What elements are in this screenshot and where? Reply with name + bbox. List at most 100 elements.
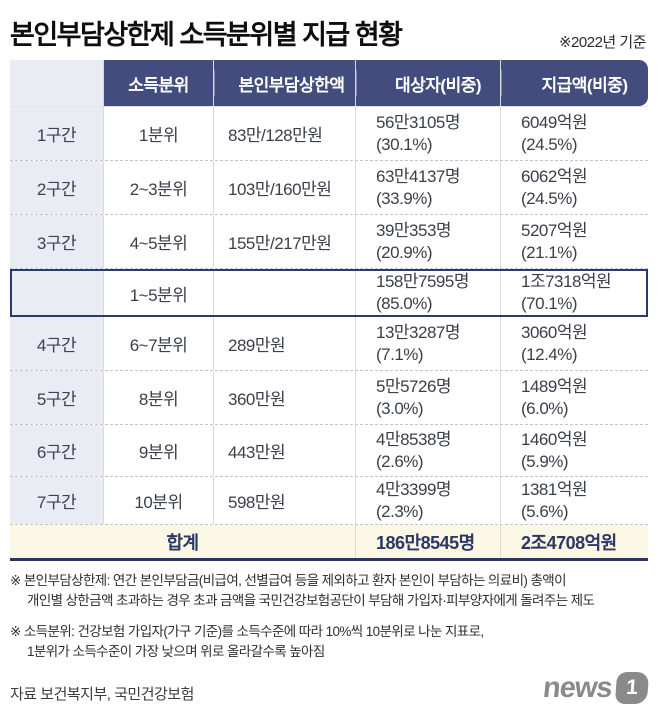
table-row-subtotal-highlight: 1~5분위 158만7595명 (85.0%) 1조7318억원 (70.1%) bbox=[10, 269, 648, 317]
recipients-value: 39만353명 bbox=[376, 220, 452, 240]
total-amount: 2조4708억원 bbox=[500, 525, 648, 558]
amount-value: 3060억원 bbox=[521, 322, 588, 342]
footnote-line: ※ 소득분위: 건강보험 가입자(가구 기준)를 소득수준에 따라 10%씩 1… bbox=[10, 624, 484, 639]
total-label: 합계 bbox=[166, 532, 199, 553]
total-recipients: 186만8545명 bbox=[355, 525, 500, 558]
cell-decile: 2~3분위 bbox=[103, 161, 213, 214]
cell-section: 2구간 bbox=[10, 161, 103, 214]
amount-pct: (6.0%) bbox=[521, 398, 569, 418]
amount-value: 1조7318억원 bbox=[521, 272, 612, 291]
cell-section: 3구간 bbox=[10, 215, 103, 268]
cell-decile: 1분위 bbox=[103, 107, 213, 160]
recipients-pct: (20.9%) bbox=[376, 242, 433, 262]
amount-value: 5207억원 bbox=[521, 220, 588, 240]
table-row: 6구간 9분위 443만원 4만8538명 (2.6%) 1460억원 (5.9%) bbox=[10, 425, 648, 477]
cell-amount: 1381억원 (5.6%) bbox=[500, 477, 648, 524]
cell-ceiling: 598만원 bbox=[213, 477, 355, 524]
recipients-pct: (2.3%) bbox=[376, 501, 424, 521]
amount-pct: (5.9%) bbox=[521, 451, 569, 471]
cell-section: 5구간 bbox=[10, 371, 103, 424]
cell-ceiling: 360만원 bbox=[213, 371, 355, 424]
cell-ceiling: 155만/217만원 bbox=[213, 215, 355, 268]
news1-logo-text: news bbox=[541, 671, 614, 704]
cell-ceiling: 103만/160만원 bbox=[213, 161, 355, 214]
cell-decile: 4~5분위 bbox=[103, 215, 213, 268]
cell-decile: 8분위 bbox=[103, 371, 213, 424]
cell-recipients: 4만3399명 (2.3%) bbox=[355, 477, 500, 524]
table-row: 4구간 6~7분위 289만원 13만3287명 (7.1%) 3060억원 (12… bbox=[10, 317, 648, 371]
footnote-line: 1분위가 소득수준이 가장 낮으며 위로 올라갈수록 높아짐 bbox=[27, 644, 325, 659]
amount-value: 1460억원 bbox=[521, 429, 588, 449]
table-row: 7구간 10분위 598만원 4만3399명 (2.3%) 1381억원 (5.6%… bbox=[10, 477, 648, 525]
recipients-pct: (85.0%) bbox=[376, 294, 433, 313]
cell-amount: 6049억원 (24.5%) bbox=[500, 107, 648, 160]
table-total-row: 합계 186만8545명 2조4708억원 bbox=[10, 525, 648, 561]
table-row: 1구간 1분위 83만/128만원 56만3105명 (30.1%) 6049억원… bbox=[10, 107, 648, 161]
news1-logo-badge-icon: 1 bbox=[614, 672, 650, 704]
recipients-pct: (33.9%) bbox=[376, 188, 433, 208]
basis-note: ※2022년 기준 bbox=[558, 34, 647, 51]
recipients-value: 5만5726명 bbox=[376, 376, 452, 396]
cell-amount: 5207억원 (21.1%) bbox=[500, 215, 648, 268]
news1-logo: news 1 bbox=[541, 671, 650, 704]
cell-amount: 6062억원 (24.5%) bbox=[500, 161, 648, 214]
amount-pct: (24.5%) bbox=[521, 188, 578, 208]
table-row: 3구간 4~5분위 155만/217만원 39만353명 (20.9%) 5207… bbox=[10, 215, 648, 269]
cell-recipients: 5만5726명 (3.0%) bbox=[355, 371, 500, 424]
recipients-value: 13만3287명 bbox=[376, 322, 461, 342]
cell-recipients: 39만353명 (20.9%) bbox=[355, 215, 500, 268]
amount-value: 6049억원 bbox=[521, 112, 588, 132]
amount-pct: (5.6%) bbox=[521, 501, 569, 521]
cell-recipients: 56만3105명 (30.1%) bbox=[355, 107, 500, 160]
page-title: 본인부담상한제 소득분위별 지급 현황 bbox=[10, 20, 403, 50]
cell-recipients: 158만7595명 (85.0%) bbox=[355, 269, 500, 317]
header-ceiling: 본인부담상한액 bbox=[213, 60, 355, 106]
table-row: 5구간 8분위 360만원 5만5726명 (3.0%) 1489억원 (6.0%) bbox=[10, 371, 648, 425]
footnote-ceiling-system: ※ 본인부담상한제: 연간 본인부담금(비급여, 선별급여 등을 제외하고 환자… bbox=[10, 571, 655, 611]
cell-section: 4구간 bbox=[10, 317, 103, 370]
data-source: 자료 보건복지부, 국민건강보험 bbox=[10, 686, 194, 703]
recipients-pct: (2.6%) bbox=[376, 451, 424, 471]
amount-pct: (70.1%) bbox=[521, 294, 578, 313]
cell-ceiling: 289만원 bbox=[213, 317, 355, 370]
cell-section: 1구간 bbox=[10, 107, 103, 160]
table-row: 2구간 2~3분위 103만/160만원 63만4137명 (33.9%) 606… bbox=[10, 161, 648, 215]
recipients-value: 4만8538명 bbox=[376, 429, 452, 449]
cell-amount: 1조7318억원 (70.1%) bbox=[500, 269, 648, 317]
cell-section bbox=[10, 269, 103, 317]
cell-recipients: 4만8538명 (2.6%) bbox=[355, 425, 500, 476]
amount-pct: (12.4%) bbox=[521, 344, 578, 364]
cell-amount: 1489억원 (6.0%) bbox=[500, 371, 648, 424]
footnote-line: ※ 본인부담상한제: 연간 본인부담금(비급여, 선별급여 등을 제외하고 환자… bbox=[10, 573, 567, 588]
amount-pct: (21.1%) bbox=[521, 242, 578, 262]
cell-section: 7구간 bbox=[10, 477, 103, 524]
recipients-value: 4만3399명 bbox=[376, 479, 452, 499]
cell-decile: 9분위 bbox=[103, 425, 213, 476]
amount-value: 1489억원 bbox=[521, 376, 588, 396]
header-decile: 소득분위 bbox=[103, 60, 213, 106]
cell-decile: 6~7분위 bbox=[103, 317, 213, 370]
cell-ceiling: 83만/128만원 bbox=[213, 107, 355, 160]
header-recipients: 대상자(비중) bbox=[355, 60, 500, 106]
recipients-value: 56만3105명 bbox=[376, 112, 461, 132]
recipients-pct: (3.0%) bbox=[376, 398, 424, 418]
cell-decile: 1~5분위 bbox=[103, 269, 213, 317]
cell-section: 6구간 bbox=[10, 425, 103, 476]
recipients-value: 158만7595명 bbox=[376, 272, 469, 291]
cell-amount: 3060억원 (12.4%) bbox=[500, 317, 648, 370]
cell-recipients: 13만3287명 (7.1%) bbox=[355, 317, 500, 370]
cell-decile: 10분위 bbox=[103, 477, 213, 524]
table-body: 1구간 1분위 83만/128만원 56만3105명 (30.1%) 6049억원… bbox=[10, 106, 648, 561]
recipients-value: 63만4137명 bbox=[376, 166, 461, 186]
amount-value: 6062억원 bbox=[521, 166, 588, 186]
amount-pct: (24.5%) bbox=[521, 134, 578, 154]
cell-ceiling: 443만원 bbox=[213, 425, 355, 476]
header-amount: 지급액(비중) bbox=[500, 60, 648, 106]
table-header-row: 소득분위 본인부담상한액 대상자(비중) 지급액(비중) bbox=[10, 60, 648, 106]
header-section bbox=[10, 60, 103, 106]
cell-recipients: 63만4137명 (33.9%) bbox=[355, 161, 500, 214]
payment-table: 소득분위 본인부담상한액 대상자(비중) 지급액(비중) 1구간 1분위 83만… bbox=[10, 60, 648, 561]
recipients-pct: (7.1%) bbox=[376, 344, 424, 364]
footnote-income-decile: ※ 소득분위: 건강보험 가입자(가구 기준)를 소득수준에 따라 10%씩 1… bbox=[10, 622, 655, 662]
